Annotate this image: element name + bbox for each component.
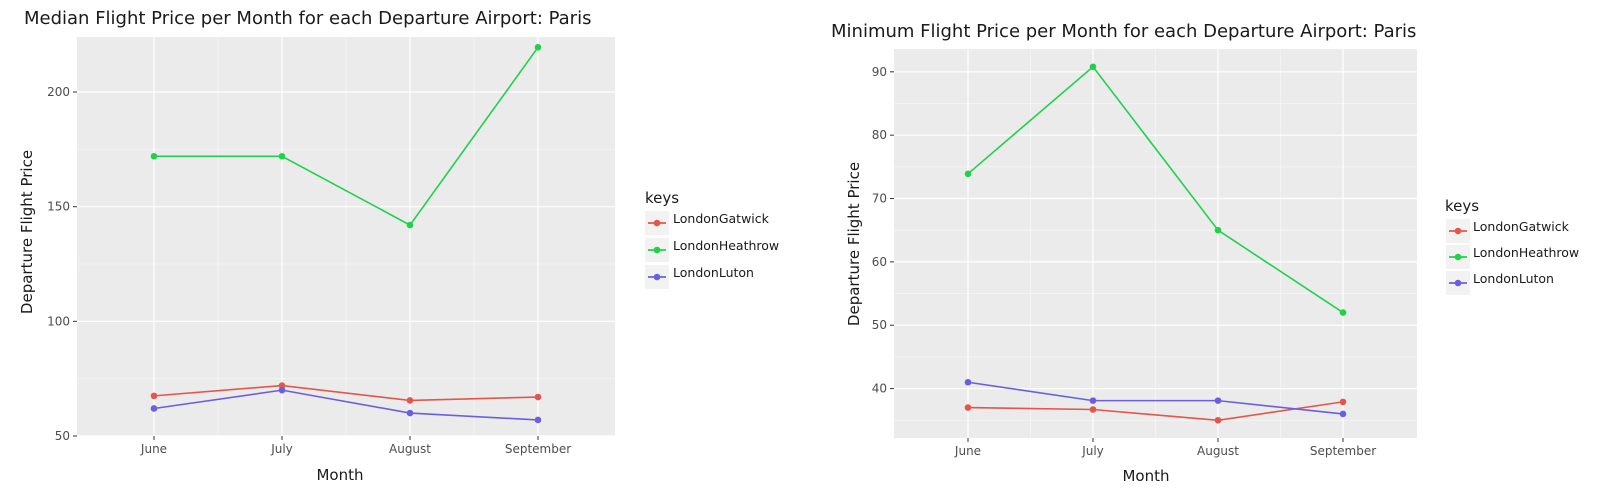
y-tick-label: 100: [47, 314, 70, 328]
data-point-heathrow: [964, 170, 972, 178]
y-tick-label: 70: [872, 192, 887, 206]
legend-key-point-heathrow: [653, 246, 661, 254]
data-point-heathrow: [534, 44, 542, 51]
legend-title: keys: [645, 189, 679, 207]
data-point-luton: [278, 386, 286, 394]
data-point-gatwick: [534, 393, 542, 401]
plot-panel-group: 40 50 60 70 80 90 June July August September: [872, 49, 1417, 458]
chart-median-price: 50 100 150 200 June July August September Media…: [18, 8, 779, 484]
legend-label-heathrow: LondonHeathrow: [1473, 245, 1579, 260]
y-axis-title: Departure Flight Price: [18, 150, 36, 314]
legend-key-point-luton: [1454, 279, 1462, 287]
y-tick-label: 90: [872, 65, 887, 79]
data-point-luton: [1339, 410, 1347, 418]
legend-label-luton: LondonLuton: [673, 265, 754, 280]
data-point-luton: [964, 378, 972, 386]
series-line-gatwick: [153, 384, 539, 402]
y-tick-label: 50: [872, 318, 887, 332]
y-tick-label: 80: [872, 128, 887, 142]
legend-key-point-gatwick: [653, 219, 661, 227]
y-tick-label: 50: [55, 429, 70, 443]
data-point-luton: [534, 416, 542, 424]
chart-title: Median Flight Price per Month for each D…: [24, 8, 591, 29]
data-point-luton: [150, 405, 158, 412]
data-point-luton: [406, 409, 414, 417]
x-axis-title: Month: [1122, 467, 1169, 485]
y-tick-label: 60: [872, 255, 887, 269]
legend-title: keys: [1445, 197, 1479, 215]
data-point-gatwick: [1339, 398, 1347, 406]
data-point-heathrow: [406, 221, 414, 229]
data-point-gatwick: [150, 392, 158, 400]
data-point-luton: [1089, 397, 1097, 404]
x-tick-label: August: [1197, 444, 1239, 458]
legend-label-luton: LondonLuton: [1473, 271, 1554, 286]
series-line-heathrow: [967, 65, 1344, 314]
y-tick-label: 200: [47, 85, 70, 99]
data-point-gatwick: [1089, 406, 1097, 413]
x-tick-label: September: [505, 442, 571, 456]
series-line-luton: [967, 381, 1344, 415]
data-point-gatwick: [964, 404, 972, 411]
data-point-heathrow: [1214, 226, 1222, 234]
chart-minimum-price: 40 50 60 70 80 90 June July August September Mini…: [831, 21, 1579, 485]
data-point-gatwick: [278, 382, 286, 389]
plot-panel-group: 50 100 150 200 June July August September: [47, 37, 615, 456]
legend-label-gatwick: LondonGatwick: [673, 211, 770, 226]
x-tick-label: June: [140, 442, 167, 456]
data-point-heathrow: [278, 152, 286, 160]
legend-key-point-gatwick: [1454, 227, 1462, 235]
x-tick-label: September: [1310, 444, 1376, 458]
data-point-heathrow: [1089, 63, 1097, 71]
series-line-gatwick: [967, 401, 1344, 422]
legend-key-point-luton: [653, 273, 661, 281]
y-axis-title: Departure Flight Price: [845, 162, 863, 326]
data-point-heathrow: [1339, 309, 1347, 316]
x-tick-label: August: [389, 442, 431, 456]
legend-label-gatwick: LondonGatwick: [1473, 219, 1570, 234]
y-tick-label: 150: [47, 200, 70, 214]
data-point-heathrow: [150, 152, 158, 160]
x-tick-label: June: [954, 444, 981, 458]
data-point-gatwick: [1214, 416, 1222, 424]
x-axis-title: Month: [316, 466, 363, 484]
x-tick-label: July: [1081, 444, 1104, 458]
series-line-luton: [153, 389, 539, 421]
y-tick-label: 40: [872, 382, 887, 396]
data-point-luton: [1214, 397, 1222, 404]
legend-key-point-heathrow: [1454, 253, 1462, 261]
data-point-gatwick: [406, 397, 414, 404]
series-line-heathrow: [154, 46, 539, 227]
chart-title: Minimum Flight Price per Month for each …: [831, 21, 1416, 42]
x-tick-label: July: [270, 442, 293, 456]
legend-label-heathrow: LondonHeathrow: [673, 238, 779, 253]
